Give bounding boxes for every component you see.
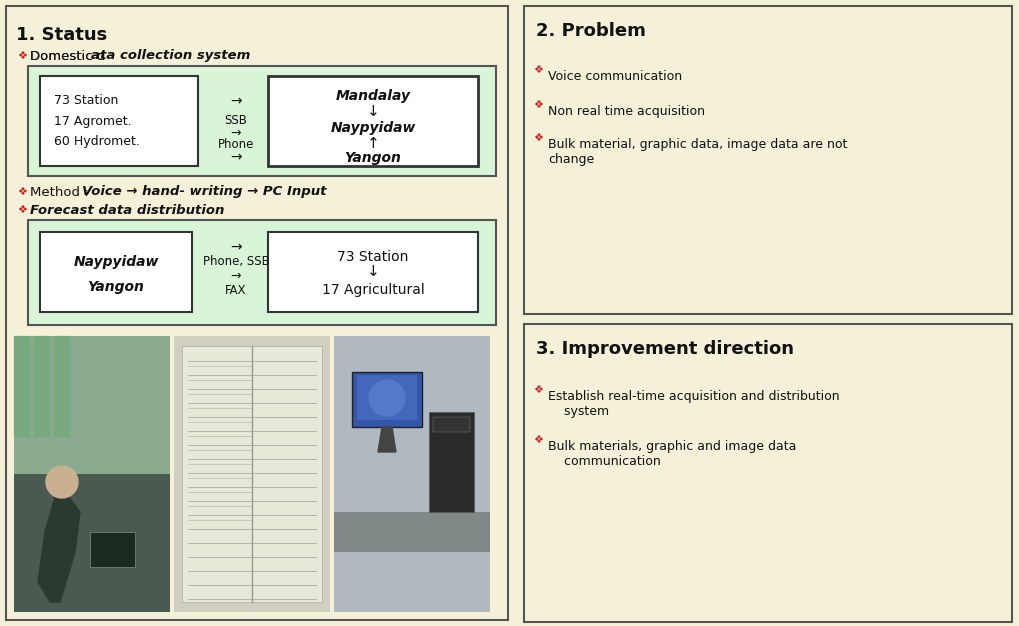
Text: ↑: ↑ bbox=[367, 135, 379, 150]
Text: →: → bbox=[230, 150, 242, 164]
Text: →: → bbox=[230, 240, 242, 254]
Polygon shape bbox=[38, 492, 81, 602]
FancyBboxPatch shape bbox=[182, 346, 322, 602]
Text: ❖: ❖ bbox=[533, 133, 543, 143]
FancyBboxPatch shape bbox=[28, 66, 496, 176]
FancyBboxPatch shape bbox=[334, 336, 490, 612]
Polygon shape bbox=[34, 336, 49, 436]
FancyBboxPatch shape bbox=[174, 336, 330, 612]
Text: Establish real-time acquisition and distribution
    system: Establish real-time acquisition and dist… bbox=[548, 390, 840, 418]
Text: 3. Improvement direction: 3. Improvement direction bbox=[536, 340, 794, 358]
Text: ❖: ❖ bbox=[533, 65, 543, 75]
Text: →: → bbox=[230, 270, 242, 282]
FancyBboxPatch shape bbox=[268, 232, 478, 312]
Polygon shape bbox=[378, 427, 396, 452]
Text: ↓: ↓ bbox=[367, 103, 379, 118]
Text: Bulk materials, graphic and image data
    communication: Bulk materials, graphic and image data c… bbox=[548, 440, 797, 468]
FancyBboxPatch shape bbox=[334, 336, 490, 612]
FancyBboxPatch shape bbox=[352, 372, 422, 427]
Text: Naypyidaw: Naypyidaw bbox=[73, 255, 159, 269]
Text: ❖: ❖ bbox=[17, 51, 26, 61]
Text: FAX: FAX bbox=[225, 284, 247, 297]
FancyBboxPatch shape bbox=[14, 474, 170, 612]
Text: Phone: Phone bbox=[218, 138, 254, 151]
Text: 2. Problem: 2. Problem bbox=[536, 22, 646, 40]
FancyBboxPatch shape bbox=[40, 76, 198, 166]
Text: Bulk material, graphic data, image data are not
change: Bulk material, graphic data, image data … bbox=[548, 138, 848, 166]
Text: Domestic d: Domestic d bbox=[30, 49, 105, 63]
Text: ❖: ❖ bbox=[533, 435, 543, 445]
FancyBboxPatch shape bbox=[40, 232, 192, 312]
Text: Method :: Method : bbox=[30, 185, 93, 198]
Text: Naypyidaw: Naypyidaw bbox=[330, 121, 416, 135]
Text: Forecast data distribution: Forecast data distribution bbox=[30, 203, 224, 217]
Text: →: → bbox=[230, 126, 242, 140]
Text: 17 Agricultural: 17 Agricultural bbox=[322, 283, 424, 297]
FancyBboxPatch shape bbox=[429, 412, 474, 512]
Text: 73 Station: 73 Station bbox=[54, 95, 118, 108]
Text: Yangon: Yangon bbox=[88, 280, 145, 294]
Text: Yangon: Yangon bbox=[344, 151, 401, 165]
FancyBboxPatch shape bbox=[90, 532, 135, 567]
Polygon shape bbox=[14, 336, 29, 436]
Circle shape bbox=[46, 466, 78, 498]
Text: Voice communication: Voice communication bbox=[548, 70, 682, 83]
FancyBboxPatch shape bbox=[334, 512, 490, 552]
FancyBboxPatch shape bbox=[524, 324, 1012, 622]
Text: 60 Hydromet.: 60 Hydromet. bbox=[54, 135, 140, 148]
FancyBboxPatch shape bbox=[524, 6, 1012, 314]
Text: ❖: ❖ bbox=[533, 385, 543, 395]
Text: 73 Station: 73 Station bbox=[337, 250, 409, 264]
Text: Mandalay: Mandalay bbox=[335, 89, 411, 103]
Text: →: → bbox=[230, 94, 242, 108]
Polygon shape bbox=[54, 336, 69, 436]
Text: Domestic d: Domestic d bbox=[30, 49, 105, 63]
FancyBboxPatch shape bbox=[357, 375, 417, 420]
Text: ❖: ❖ bbox=[17, 205, 26, 215]
FancyBboxPatch shape bbox=[14, 336, 170, 612]
Text: ata collection system: ata collection system bbox=[91, 49, 251, 63]
Text: 17 Agromet.: 17 Agromet. bbox=[54, 115, 131, 128]
Text: ❖: ❖ bbox=[533, 100, 543, 110]
FancyBboxPatch shape bbox=[14, 336, 170, 474]
Text: Voice → hand- writing → PC Input: Voice → hand- writing → PC Input bbox=[82, 185, 326, 198]
Text: ↓: ↓ bbox=[367, 265, 379, 279]
Text: Phone, SSB: Phone, SSB bbox=[203, 255, 269, 269]
Text: 1. Status: 1. Status bbox=[16, 26, 107, 44]
FancyBboxPatch shape bbox=[433, 417, 470, 432]
FancyBboxPatch shape bbox=[268, 76, 478, 166]
Text: ❖: ❖ bbox=[17, 187, 26, 197]
Text: SSB: SSB bbox=[224, 115, 248, 128]
Circle shape bbox=[369, 380, 405, 416]
FancyBboxPatch shape bbox=[6, 6, 508, 620]
Text: Non real time acquisition: Non real time acquisition bbox=[548, 105, 705, 118]
FancyBboxPatch shape bbox=[28, 220, 496, 325]
